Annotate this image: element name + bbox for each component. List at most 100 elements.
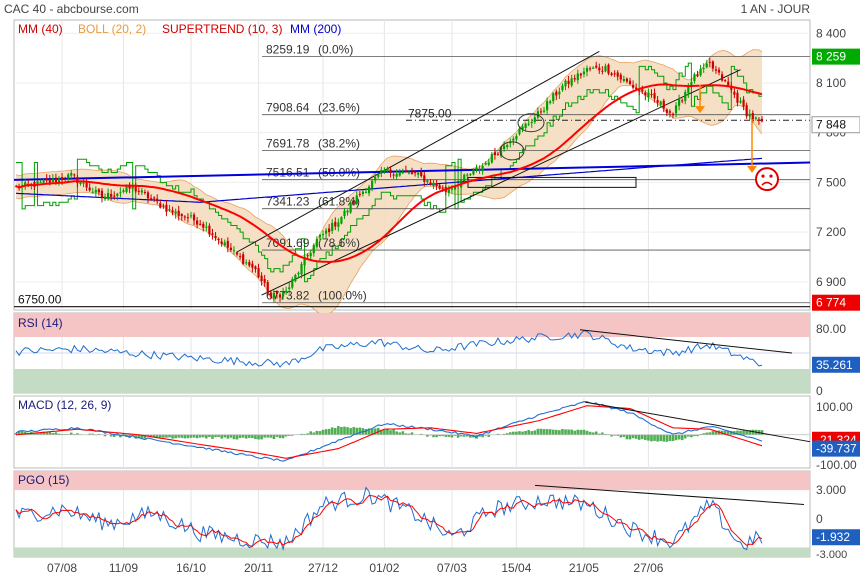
macd-hist-bar: [281, 434, 285, 439]
candle-body: [337, 222, 340, 227]
candle-body: [76, 177, 79, 183]
macd-hist-bar: [628, 434, 632, 440]
macd-hist-bar: [723, 430, 727, 435]
candle-body: [380, 169, 383, 174]
candle-body: [196, 220, 199, 225]
macd-hist-bar: [112, 434, 116, 437]
candle-body: [392, 174, 395, 176]
fib-level-pct: (100.0%): [318, 289, 367, 303]
macd-hist-bar: [88, 433, 91, 435]
macd-hist-bar: [708, 432, 712, 435]
candle-body: [760, 118, 764, 122]
macd-hist-bar: [238, 434, 242, 438]
macd-hist-bar: [165, 434, 168, 438]
macd-hist-bar: [711, 431, 715, 435]
candle-body: [674, 105, 678, 114]
y-tick-label: 7 200: [816, 225, 846, 239]
candle-body: [211, 233, 214, 236]
macd-hist-bar: [444, 434, 448, 437]
mm200-line: [15, 157, 763, 203]
candle-body: [300, 263, 303, 275]
macd-hist-bar: [343, 426, 346, 435]
macd-hist-bar: [530, 431, 534, 435]
price-badge-label: 8 259: [816, 50, 846, 64]
candle-body: [315, 239, 318, 247]
candle-body: [690, 82, 693, 87]
candle-body: [361, 191, 365, 195]
macd-hist-bar: [367, 428, 371, 435]
candle-body: [297, 272, 300, 275]
candle-body: [352, 201, 355, 204]
macd-hist-bar: [650, 434, 653, 442]
candle-body: [288, 287, 291, 289]
sad-face-icon: [755, 167, 779, 192]
candle-body: [570, 78, 573, 86]
macd-hist-bar: [665, 434, 669, 442]
candle-body: [708, 61, 711, 63]
pgo-overbought-zone: [14, 471, 810, 491]
price-badge-label: 6 774: [816, 296, 846, 310]
candle-body: [576, 73, 579, 81]
macd-hist-bar: [644, 434, 647, 440]
pgo-signal-line: [15, 494, 763, 547]
candle-body: [67, 174, 70, 179]
candle-body: [223, 242, 226, 246]
candle-body: [131, 185, 134, 189]
candle-body: [303, 257, 306, 266]
macd-hist-bar: [14, 433, 18, 435]
x-tick-label: 16/10: [176, 561, 206, 575]
macd-hist-bar: [742, 430, 745, 435]
macd-hist-bar: [616, 434, 620, 436]
macd-hist-bar: [195, 434, 199, 439]
candle-body: [306, 255, 309, 257]
macd-hist-bar: [226, 434, 230, 439]
candle-body: [355, 195, 358, 204]
macd-hist-bar: [533, 430, 537, 435]
macd-hist-bar: [48, 432, 52, 435]
macd-hist-bar: [739, 430, 742, 435]
candle-body: [610, 73, 613, 75]
macd-hist-bar: [287, 434, 291, 436]
macd-hist-bar: [469, 434, 472, 438]
macd-hist-bar: [340, 427, 343, 435]
macd-hist-bar: [248, 434, 251, 438]
price-badge: [811, 116, 860, 134]
macd-hist-bar: [751, 429, 755, 435]
candle-body: [401, 171, 404, 174]
macd-signal-line: [15, 405, 763, 459]
macd-hist-bar: [395, 431, 398, 435]
candle-body: [189, 215, 193, 217]
macd-hist-bar: [760, 430, 764, 435]
candle-body: [208, 225, 211, 235]
candle-body: [499, 147, 503, 156]
sad-face-outline: [755, 167, 779, 192]
candle-body: [588, 68, 592, 70]
candle-body: [239, 256, 242, 258]
macd-hist-bar: [432, 434, 435, 438]
macd-hist-bar: [748, 430, 752, 435]
fib-level-value: 7516.51: [266, 166, 310, 180]
macd-hist-bar: [189, 434, 193, 438]
candle-body: [199, 223, 202, 225]
candle-body: [638, 90, 641, 92]
macd-hist-bar: [45, 432, 48, 435]
candle-body: [186, 217, 190, 219]
candle-body: [371, 180, 374, 189]
pgo-badge-label: -1.932: [816, 530, 850, 544]
candle-body: [714, 69, 718, 71]
candle-body: [171, 210, 174, 213]
candle-body: [622, 79, 625, 81]
macd-hist-bar: [570, 429, 573, 435]
candle-body: [251, 263, 254, 268]
candle-body: [518, 128, 521, 135]
pgo-oversold-zone: [14, 547, 810, 557]
y-tick-label: 8 400: [816, 26, 846, 40]
price-badge: [812, 48, 860, 65]
candle-body: [426, 180, 429, 183]
macd-hist-bar: [640, 434, 644, 440]
candle-body: [97, 189, 100, 193]
macd-hist-bar: [122, 434, 125, 437]
macd-hist-bar: [690, 434, 693, 438]
macd-hist-bar: [674, 434, 678, 441]
